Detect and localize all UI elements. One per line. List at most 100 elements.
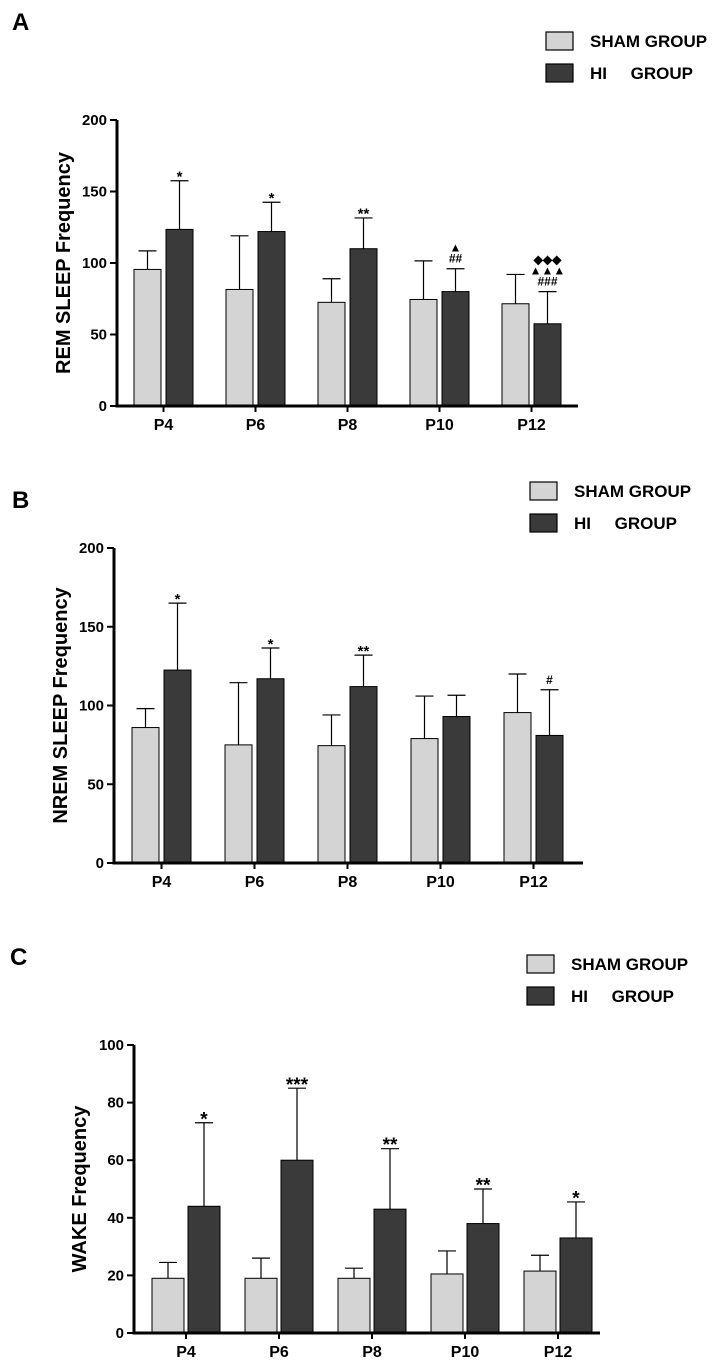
y-tick-label-200: 200	[82, 112, 107, 129]
x-tick-label-p6: P6	[245, 874, 265, 891]
panel-label: B	[12, 487, 29, 514]
chart-panel-a: A REM SLEEP Frequency SHAM GROUP HI GROUP…	[0, 0, 727, 450]
bar-hi-p10	[466, 1223, 500, 1334]
significance-mark-p6: *	[268, 636, 274, 653]
significance-mark-p8: **	[358, 206, 370, 223]
legend-label-sham: SHAM GROUP	[571, 955, 688, 974]
bar-sham-p4	[151, 1277, 185, 1334]
y-tick-label-100: 100	[79, 698, 104, 715]
y-tick-label-50: 50	[90, 327, 107, 344]
legend-swatch-hi	[545, 63, 574, 83]
bar-hi-p6	[256, 678, 285, 864]
y-tick-label-0: 0	[116, 1325, 124, 1342]
y-tick-label-20: 20	[107, 1267, 124, 1284]
bar-hi-p6	[257, 231, 286, 407]
bar-hi-p12	[535, 734, 564, 864]
significance-mark-p12: *	[572, 1189, 580, 1210]
bar-sham-p12	[501, 303, 530, 407]
legend-swatch-hi	[526, 986, 555, 1006]
significance-mark-p6: ***	[286, 1075, 309, 1096]
bar-sham-p4	[133, 268, 162, 407]
y-tick-label-100: 100	[82, 255, 107, 272]
legend-label-sham: SHAM GROUP	[574, 482, 691, 501]
x-tick-label-p8: P8	[338, 874, 358, 891]
y-tick-label-50: 50	[87, 776, 104, 793]
x-tick-label-p4: P4	[176, 1344, 196, 1361]
panel-label: A	[12, 9, 29, 36]
chart-panel-b: B NREM SLEEP Frequency SHAM GROUP HI GROU…	[0, 478, 727, 928]
bar-hi-p8	[349, 686, 378, 864]
x-tick-label-p6: P6	[269, 1344, 289, 1361]
significance-mark-p6: *	[269, 190, 275, 207]
y-axis-label: WAKE Frequency	[69, 1105, 91, 1273]
bar-sham-p12	[523, 1270, 557, 1334]
y-axis-label: NREM SLEEP Frequency	[50, 586, 72, 823]
bar-sham-p10	[410, 738, 439, 864]
legend-label-hi: HI GROUP	[590, 64, 693, 83]
bar-hi-p4	[165, 228, 194, 407]
bar-sham-p10	[409, 298, 438, 407]
bar-sham-p10	[430, 1273, 464, 1334]
y-tick-label-40: 40	[107, 1210, 124, 1227]
x-tick-label-p12: P12	[519, 874, 548, 891]
y-tick-label-0: 0	[96, 855, 104, 872]
significance-mark-p4: *	[175, 591, 181, 608]
chart-svg-a: A REM SLEEP Frequency SHAM GROUP HI GROUP…	[12, 9, 707, 434]
legend-label-hi: HI GROUP	[571, 987, 674, 1006]
x-tick-label-p8: P8	[362, 1344, 382, 1361]
significance-mark-p10: **	[476, 1176, 491, 1197]
bar-sham-p6	[225, 288, 254, 407]
x-tick-label-p10: P10	[425, 417, 454, 434]
bar-sham-p4	[131, 727, 160, 864]
chart-panel-c: C WAKE Frequency SHAM GROUP HI GROUP P4 P6 P…	[0, 935, 727, 1363]
legend-swatch-sham	[545, 31, 574, 51]
significance-mark-p12: #	[546, 673, 553, 687]
bar-sham-p6	[244, 1277, 278, 1334]
significance-mark-p10: ▲	[450, 241, 462, 255]
bar-sham-p8	[317, 745, 346, 864]
chart-svg-c: C WAKE Frequency SHAM GROUP HI GROUP P4 P6 P…	[10, 944, 688, 1361]
x-tick-label-p10: P10	[451, 1344, 480, 1361]
chart-svg-b: B NREM SLEEP Frequency SHAM GROUP HI GROU…	[12, 481, 691, 891]
significance-mark-p4: *	[177, 169, 183, 186]
y-tick-label-200: 200	[79, 540, 104, 557]
y-axis-label: REM SLEEP Frequency	[53, 151, 75, 374]
y-tick-label-100: 100	[99, 1037, 124, 1054]
x-tick-label-p4: P4	[154, 417, 174, 434]
bar-hi-p8	[349, 248, 378, 407]
significance-mark-p8: **	[358, 643, 370, 660]
bar-sham-p8	[337, 1277, 371, 1334]
legend-label-sham: SHAM GROUP	[590, 32, 707, 51]
significance-mark-p4: *	[200, 1109, 208, 1130]
significance-mark-p12: ###	[537, 275, 557, 289]
bar-hi-p10	[442, 716, 471, 864]
y-tick-label-80: 80	[107, 1095, 124, 1112]
bar-hi-p12	[559, 1237, 593, 1334]
bar-sham-p6	[224, 744, 253, 864]
bar-hi-p4	[163, 669, 192, 864]
legend-swatch-sham	[529, 481, 558, 501]
x-tick-label-p12: P12	[517, 417, 546, 434]
x-tick-label-p10: P10	[426, 874, 455, 891]
bar-sham-p12	[503, 712, 532, 864]
significance-mark-p8: **	[383, 1135, 398, 1156]
bar-sham-p8	[317, 301, 346, 407]
x-tick-label-p8: P8	[338, 417, 358, 434]
bar-hi-p4	[187, 1205, 221, 1334]
significance-mark-p10: ##	[449, 252, 463, 266]
x-tick-label-p12: P12	[544, 1344, 573, 1361]
panel-label: C	[10, 944, 27, 971]
legend-swatch-hi	[529, 513, 558, 533]
significance-mark-p12: ▲▲▲	[530, 264, 566, 278]
x-tick-label-p6: P6	[246, 417, 266, 434]
x-tick-label-p4: P4	[152, 874, 172, 891]
bar-hi-p12	[533, 323, 562, 407]
y-tick-label-60: 60	[107, 1152, 124, 1169]
legend-swatch-sham	[526, 954, 555, 974]
significance-mark-p12: ◆◆◆	[533, 253, 562, 267]
bar-hi-p8	[373, 1208, 407, 1334]
y-tick-label-0: 0	[99, 398, 107, 415]
bar-hi-p10	[441, 291, 470, 407]
legend-label-hi: HI GROUP	[574, 514, 677, 533]
y-tick-label-150: 150	[79, 619, 104, 636]
